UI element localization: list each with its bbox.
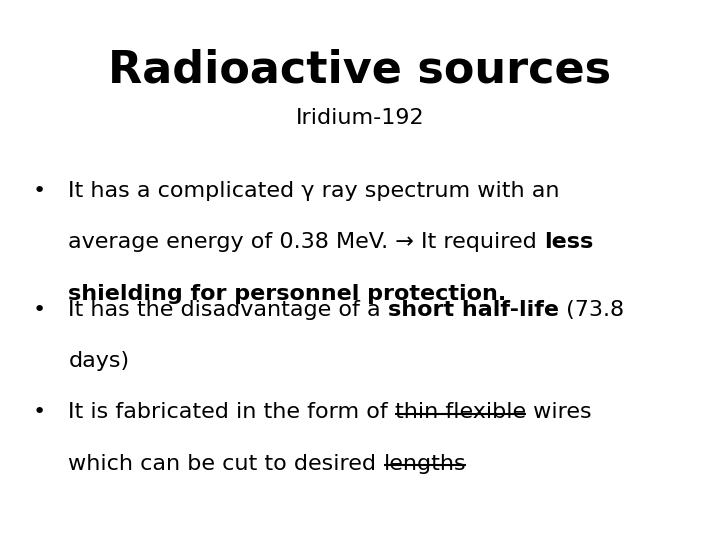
Text: It has the disadvantage of a: It has the disadvantage of a [68, 300, 388, 320]
Text: thin flexible: thin flexible [395, 402, 526, 422]
Text: •: • [33, 181, 46, 201]
Text: •: • [33, 300, 46, 320]
Text: Radioactive sources: Radioactive sources [109, 49, 611, 92]
Text: shielding for personnel protection.: shielding for personnel protection. [68, 284, 507, 303]
Text: days): days) [68, 351, 130, 371]
Text: short half-life: short half-life [388, 300, 559, 320]
Text: It is fabricated in the form of: It is fabricated in the form of [68, 402, 395, 422]
Text: average energy of 0.38 MeV. → It required: average energy of 0.38 MeV. → It require… [68, 232, 544, 252]
Text: wires: wires [526, 402, 592, 422]
Text: which can be cut to desired: which can be cut to desired [68, 454, 384, 474]
Text: It has a complicated γ ray spectrum with an: It has a complicated γ ray spectrum with… [68, 181, 560, 201]
Text: lengths: lengths [384, 454, 466, 474]
Text: (73.8: (73.8 [559, 300, 624, 320]
Text: •: • [33, 402, 46, 422]
Text: Iridium-192: Iridium-192 [296, 108, 424, 128]
Text: less: less [544, 232, 593, 252]
